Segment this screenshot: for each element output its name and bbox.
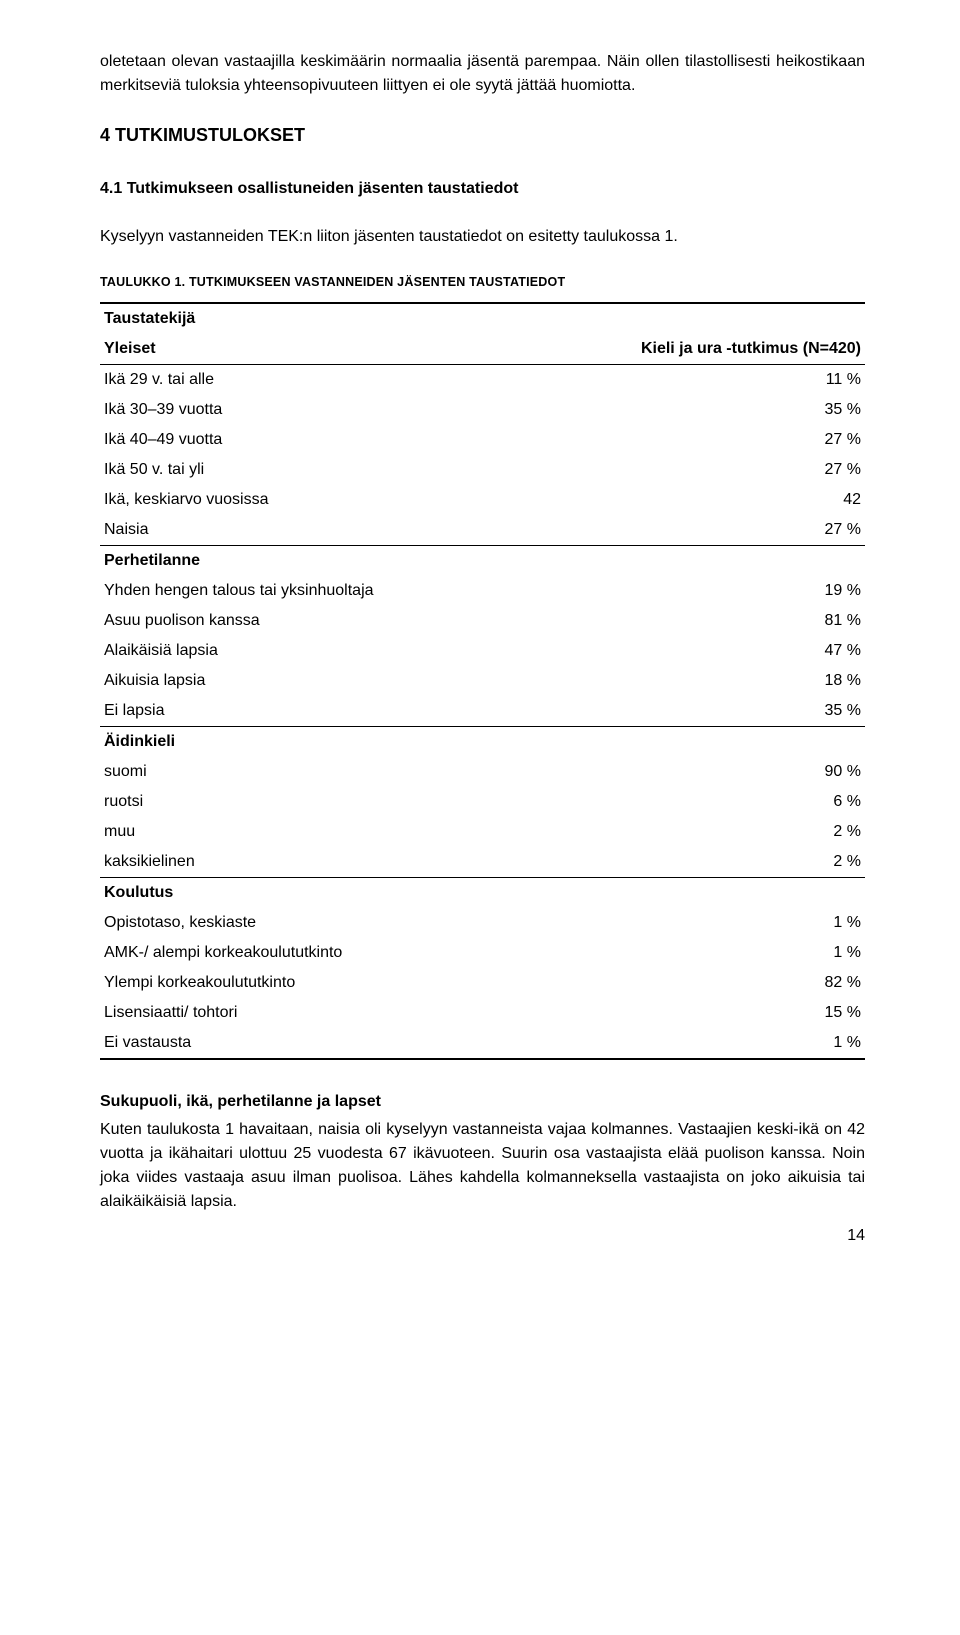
row-value: 15 % <box>520 998 865 1028</box>
row-value: 27 % <box>520 425 865 455</box>
row-label: suomi <box>100 757 520 787</box>
subheading: Sukupuoli, ikä, perhetilanne ja lapset <box>100 1090 865 1114</box>
row-value: 11 % <box>520 364 865 395</box>
row-value: 47 % <box>520 636 865 666</box>
section-label: Äidinkieli <box>100 726 520 757</box>
section-row: Koulutus <box>100 877 865 908</box>
row-label: Aikuisia lapsia <box>100 666 520 696</box>
row-value: 27 % <box>520 515 865 546</box>
table-row: Ei lapsia35 % <box>100 696 865 727</box>
row-value: 90 % <box>520 757 865 787</box>
subheader-right: Kieli ja ura -tutkimus (N=420) <box>520 334 865 365</box>
row-value: 2 % <box>520 817 865 847</box>
row-value: 18 % <box>520 666 865 696</box>
row-label: Ikä, keskiarvo vuosissa <box>100 485 520 515</box>
row-label: Opistotaso, keskiaste <box>100 908 520 938</box>
row-label: Lisensiaatti/ tohtori <box>100 998 520 1028</box>
table-row: Ikä 30–39 vuotta35 % <box>100 395 865 425</box>
table-row: Lisensiaatti/ tohtori15 % <box>100 998 865 1028</box>
row-value: 81 % <box>520 606 865 636</box>
row-label: Ikä 30–39 vuotta <box>100 395 520 425</box>
table-row: kaksikielinen2 % <box>100 847 865 878</box>
background-table: Taustatekijä Yleiset Kieli ja ura -tutki… <box>100 302 865 1060</box>
row-label: Yhden hengen talous tai yksinhuoltaja <box>100 576 520 606</box>
table-row: Ikä 50 v. tai yli27 % <box>100 455 865 485</box>
row-value: 6 % <box>520 787 865 817</box>
row-value: 35 % <box>520 696 865 727</box>
section-row: Äidinkieli <box>100 726 865 757</box>
header-right-empty <box>520 303 865 334</box>
row-value: 82 % <box>520 968 865 998</box>
heading-level-1: 4 TUTKIMUSTULOKSET <box>100 122 865 149</box>
section-label: Perhetilanne <box>100 545 520 576</box>
row-label: Ikä 50 v. tai yli <box>100 455 520 485</box>
intro-paragraph: oletetaan olevan vastaajilla keskimäärin… <box>100 50 865 98</box>
table-row: Opistotaso, keskiaste1 % <box>100 908 865 938</box>
table-row: muu2 % <box>100 817 865 847</box>
row-label: Naisia <box>100 515 520 546</box>
table-row: Ikä 29 v. tai alle11 % <box>100 364 865 395</box>
row-label: AMK-/ alempi korkeakoulututkinto <box>100 938 520 968</box>
table-row: Yhden hengen talous tai yksinhuoltaja19 … <box>100 576 865 606</box>
row-value: 19 % <box>520 576 865 606</box>
section-value-empty <box>520 545 865 576</box>
section-value-empty <box>520 877 865 908</box>
table-subheader-row: Yleiset Kieli ja ura -tutkimus (N=420) <box>100 334 865 365</box>
section-value-empty <box>520 726 865 757</box>
row-label: Asuu puolison kanssa <box>100 606 520 636</box>
row-value: 35 % <box>520 395 865 425</box>
page-number: 14 <box>100 1224 865 1248</box>
table-row: Ei vastausta1 % <box>100 1028 865 1059</box>
row-value: 1 % <box>520 938 865 968</box>
row-label: Ei lapsia <box>100 696 520 727</box>
row-label: Ikä 40–49 vuotta <box>100 425 520 455</box>
table-caption: TAULUKKO 1. TUTKIMUKSEEN VASTANNEIDEN JÄ… <box>100 273 865 292</box>
row-value: 1 % <box>520 908 865 938</box>
table-row: Naisia27 % <box>100 515 865 546</box>
row-label: kaksikielinen <box>100 847 520 878</box>
body-paragraph: Kuten taulukosta 1 havaitaan, naisia oli… <box>100 1118 865 1214</box>
table-row: Ikä 40–49 vuotta27 % <box>100 425 865 455</box>
section-label: Koulutus <box>100 877 520 908</box>
row-value: 2 % <box>520 847 865 878</box>
table-header-row: Taustatekijä <box>100 303 865 334</box>
table-row: ruotsi6 % <box>100 787 865 817</box>
row-value: 27 % <box>520 455 865 485</box>
table-row: Asuu puolison kanssa81 % <box>100 606 865 636</box>
section-row: Perhetilanne <box>100 545 865 576</box>
lead-paragraph: Kyselyyn vastanneiden TEK:n liiton jäsen… <box>100 225 865 249</box>
row-label: Ikä 29 v. tai alle <box>100 364 520 395</box>
row-label: Alaikäisiä lapsia <box>100 636 520 666</box>
row-value: 42 <box>520 485 865 515</box>
table-row: suomi90 % <box>100 757 865 787</box>
table-row: Aikuisia lapsia18 % <box>100 666 865 696</box>
table-row: Alaikäisiä lapsia47 % <box>100 636 865 666</box>
table-row: AMK-/ alempi korkeakoulututkinto1 % <box>100 938 865 968</box>
header-left: Taustatekijä <box>100 303 520 334</box>
row-label: Ylempi korkeakoulututkinto <box>100 968 520 998</box>
subheader-left: Yleiset <box>100 334 520 365</box>
heading-level-2: 4.1 Tutkimukseen osallistuneiden jäsente… <box>100 177 865 201</box>
row-label: Ei vastausta <box>100 1028 520 1059</box>
row-label: muu <box>100 817 520 847</box>
row-label: ruotsi <box>100 787 520 817</box>
row-value: 1 % <box>520 1028 865 1059</box>
table-row: Ikä, keskiarvo vuosissa42 <box>100 485 865 515</box>
table-row: Ylempi korkeakoulututkinto82 % <box>100 968 865 998</box>
